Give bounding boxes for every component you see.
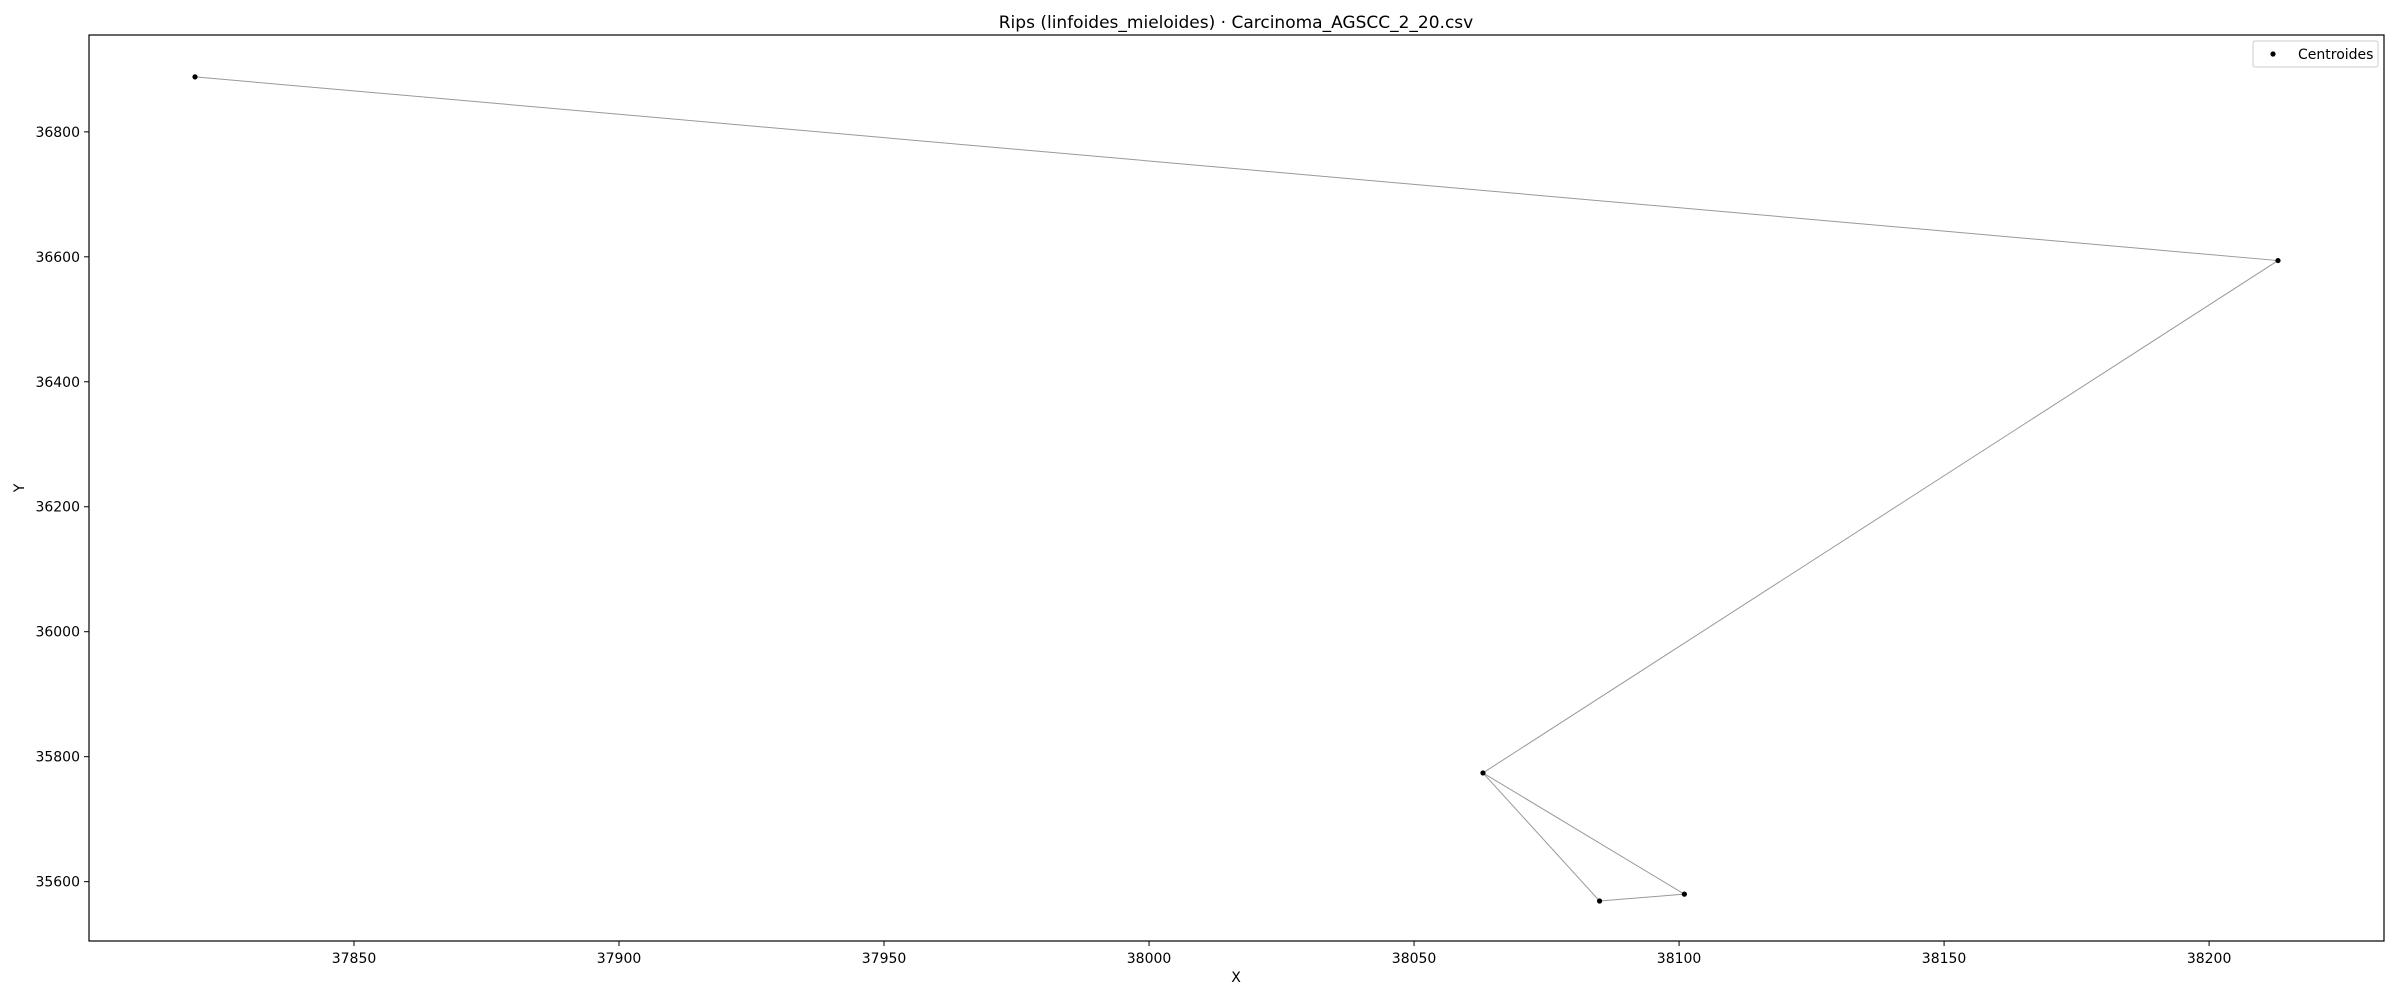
edge-layer <box>194 76 2279 902</box>
y-tick-label: 36000 <box>35 625 80 641</box>
centroid-point <box>1596 898 1603 904</box>
y-axis-label: Y <box>12 483 28 493</box>
legend-label-centroides: Centroides <box>2298 47 2373 63</box>
y-tick-label: 36800 <box>35 125 80 141</box>
rips-edge <box>194 76 2279 262</box>
centroid-point <box>2275 257 2281 264</box>
centroid-point <box>1480 770 1486 776</box>
rips-edge <box>1482 772 1600 902</box>
x-axis-ticks: 37850 37900 37950 38000 38050 38100 38150 38200 <box>332 941 2232 967</box>
y-tick-label: 35800 <box>35 750 80 766</box>
x-tick-label: 38200 <box>2187 951 2232 967</box>
y-tick-label: 36600 <box>35 250 80 266</box>
y-tick-label: 35600 <box>35 875 80 891</box>
legend: Centroides <box>2252 40 2379 68</box>
rips-edge <box>1599 893 1685 902</box>
y-axis-ticks: 35600 35800 36000 36200 36400 36600 36800 <box>35 125 89 891</box>
plot-area-frame <box>88 34 2385 942</box>
centroid-point <box>192 74 198 80</box>
legend-marker <box>2270 51 2276 57</box>
y-tick-label: 36400 <box>35 375 80 391</box>
rips-edge <box>1482 772 1685 895</box>
rips-edge <box>1482 260 2279 774</box>
y-tick-label: 36200 <box>35 500 80 516</box>
x-tick-label: 38000 <box>1127 951 1172 967</box>
x-axis-label: X <box>1231 970 1241 986</box>
legend-box <box>2252 40 2379 68</box>
x-tick-label: 37950 <box>862 951 907 967</box>
x-tick-label: 37900 <box>597 951 642 967</box>
chart-title: Rips (linfoides_mieloides) · Carcinoma_A… <box>999 13 1473 33</box>
x-tick-label: 38100 <box>1657 951 1702 967</box>
point-layer <box>192 74 2281 904</box>
centroid-point <box>1681 891 1687 897</box>
x-tick-label: 38150 <box>1922 951 1967 967</box>
x-tick-label: 38050 <box>1392 951 1437 967</box>
x-tick-label: 37850 <box>332 951 377 967</box>
